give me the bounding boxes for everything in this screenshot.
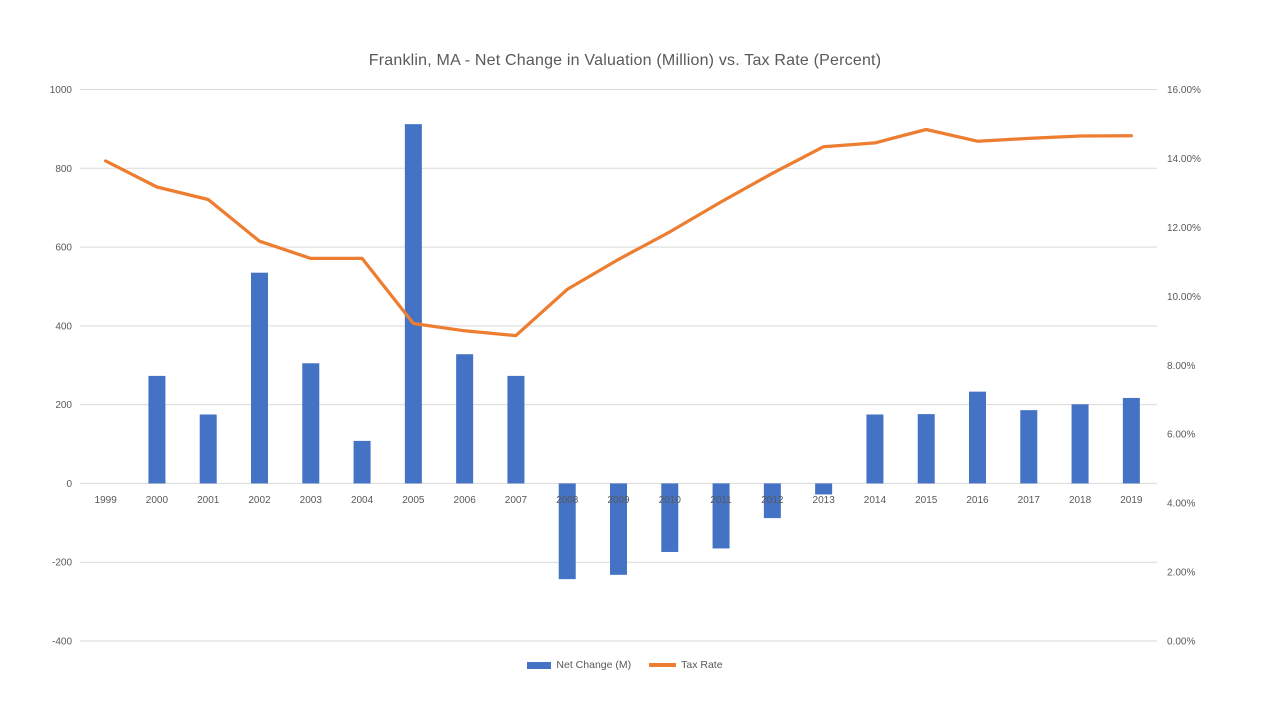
left-axis-label: -200 xyxy=(52,558,72,569)
bar-2008 xyxy=(558,483,576,580)
x-axis-label-2012: 2012 xyxy=(761,495,784,506)
bar-2016 xyxy=(969,391,986,484)
bar-2003 xyxy=(302,363,320,484)
left-axis-label: 600 xyxy=(55,243,72,254)
left-axis-label: 0 xyxy=(66,479,72,490)
x-axis-label-2014: 2014 xyxy=(864,495,887,506)
x-axis-label-2011: 2011 xyxy=(710,495,732,506)
tax-rate-line xyxy=(103,127,1134,338)
right-axis-label: 14.00% xyxy=(1167,154,1201,165)
bar-2017 xyxy=(1020,410,1038,484)
bar-2012 xyxy=(763,483,781,519)
legend-label-tax-rate: Tax Rate xyxy=(681,659,723,671)
x-axis-label-2005: 2005 xyxy=(402,495,425,506)
x-axis-label-2003: 2003 xyxy=(300,495,323,506)
chart-title: Franklin, MA - Net Change in Valuation (… xyxy=(368,52,882,69)
x-axis-label-2001: 2001 xyxy=(197,495,220,506)
bar-2004 xyxy=(353,440,371,484)
x-axis-label-2004: 2004 xyxy=(351,495,374,506)
left-axis-label: 400 xyxy=(55,321,72,332)
x-axis-label-2019: 2019 xyxy=(1120,495,1143,506)
x-axis-label-2010: 2010 xyxy=(659,495,682,506)
right-axis-label: 10.00% xyxy=(1167,292,1201,303)
x-axis-label-2017: 2017 xyxy=(1018,495,1041,506)
bar-2006 xyxy=(456,354,474,484)
legend-item-tax-rate: Tax Rate xyxy=(649,659,723,671)
left-axis-label: -400 xyxy=(52,637,72,648)
right-axis-label: 6.00% xyxy=(1167,430,1195,441)
bar-2018 xyxy=(1071,404,1089,484)
right-axis-label: 12.00% xyxy=(1167,223,1201,234)
bar-2015 xyxy=(917,414,935,484)
x-axis-label-2006: 2006 xyxy=(454,495,477,506)
bar-2005 xyxy=(404,124,422,484)
legend: Net Change (M) Tax Rate xyxy=(0,659,1250,671)
x-axis-label-2002: 2002 xyxy=(248,495,271,506)
x-axis-label-1999: 1999 xyxy=(95,495,118,506)
x-axis-label-2016: 2016 xyxy=(966,495,989,506)
bar-2001 xyxy=(199,414,217,484)
legend-label-net-change: Net Change (M) xyxy=(556,659,632,671)
x-axis-label-2013: 2013 xyxy=(813,495,836,506)
x-axis-label-2007: 2007 xyxy=(505,495,528,506)
left-axis-label: 200 xyxy=(55,400,72,411)
right-axis-label: 2.00% xyxy=(1167,568,1195,579)
bar-2019 xyxy=(1122,397,1140,484)
bar-2002 xyxy=(251,272,268,484)
line-series-swatch-icon xyxy=(649,663,677,667)
x-axis-label-2018: 2018 xyxy=(1069,495,1092,506)
x-axis-label-2015: 2015 xyxy=(915,495,938,506)
bar-2010 xyxy=(661,483,679,552)
bar-2011 xyxy=(712,483,730,549)
bar-series-swatch-icon xyxy=(527,661,552,669)
left-axis-label: 800 xyxy=(55,164,72,175)
bar-2013 xyxy=(815,483,833,495)
right-axis-label: 4.00% xyxy=(1167,499,1195,510)
x-axis-label-2000: 2000 xyxy=(146,495,169,506)
right-axis-label: 16.00% xyxy=(1167,85,1201,96)
x-axis-label-2009: 2009 xyxy=(607,495,630,506)
x-axis-label-2008: 2008 xyxy=(556,495,579,506)
bar-2014 xyxy=(866,414,884,484)
legend-item-net-change: Net Change (M) xyxy=(527,659,631,671)
bar-2000 xyxy=(148,375,166,484)
bar-2009 xyxy=(610,483,627,575)
left-axis-label: 1000 xyxy=(50,85,73,96)
right-axis-label: 0.00% xyxy=(1167,637,1195,648)
right-axis-label: 8.00% xyxy=(1167,361,1195,372)
bar-2007 xyxy=(507,375,525,484)
